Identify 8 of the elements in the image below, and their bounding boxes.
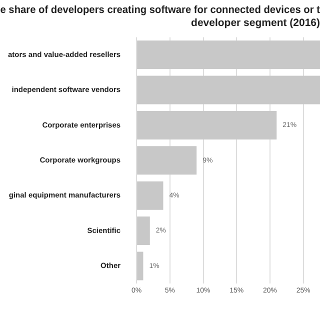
bar <box>137 146 197 175</box>
bar <box>137 76 320 104</box>
bar <box>137 216 150 246</box>
bar <box>137 40 320 70</box>
bar <box>137 252 144 280</box>
bar <box>137 110 277 140</box>
bar <box>137 181 164 210</box>
chart-title: e share of developers creating software for connected devices or t developer segment (2016) <box>0 5 320 29</box>
